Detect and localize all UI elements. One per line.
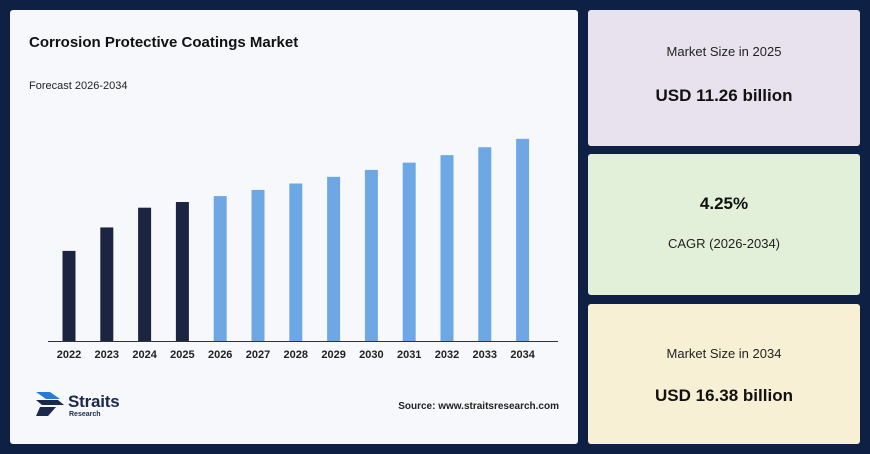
card-value: USD 16.38 billion xyxy=(655,386,793,405)
x-tick-label: 2025 xyxy=(170,349,194,361)
x-tick-label: 2026 xyxy=(208,349,232,361)
card-label: Market Size in 2034 xyxy=(666,346,782,361)
x-tick-label: 2029 xyxy=(321,349,345,361)
market-size-2025-card: Market Size in 2025 USD 11.26 billion xyxy=(588,10,860,146)
x-tick-label: 2023 xyxy=(95,349,119,361)
chart-subtitle: Forecast 2026-2034 xyxy=(29,80,128,92)
bar-2029 xyxy=(327,176,341,341)
x-tick-label: 2028 xyxy=(284,349,308,361)
bar-2034 xyxy=(516,138,530,341)
x-tick-label: 2024 xyxy=(132,349,157,361)
bar-2026 xyxy=(213,196,227,341)
x-tick-label: 2034 xyxy=(510,349,535,361)
bar-2031 xyxy=(402,162,416,341)
card-label: Market Size in 2025 xyxy=(666,44,782,59)
x-tick-label: 2030 xyxy=(359,349,383,361)
bar-2032 xyxy=(440,155,454,341)
bar-2025 xyxy=(175,202,189,341)
card-label: CAGR (2026-2034) xyxy=(668,236,780,251)
straits-logo: Straits Research xyxy=(36,390,146,430)
bar-2024 xyxy=(138,207,152,341)
chart-title: Corrosion Protective Coatings Market xyxy=(29,34,299,51)
card-value: USD 11.26 billion xyxy=(655,86,793,105)
bar-2033 xyxy=(478,147,492,341)
bar-2027 xyxy=(251,189,265,341)
chart-panel: Corrosion Protective Coatings Market For… xyxy=(10,10,578,444)
cagr-card: 4.25% CAGR (2026-2034) xyxy=(588,154,860,295)
market-size-2034-card: Market Size in 2034 USD 16.38 billion xyxy=(588,304,860,444)
logo-sub: Research xyxy=(69,411,101,418)
x-tick-label: 2031 xyxy=(397,349,421,361)
logo-name: Straits xyxy=(68,392,120,411)
x-tick-label: 2032 xyxy=(435,349,459,361)
card-value: 4.25% xyxy=(699,194,749,213)
x-tick-label: 2027 xyxy=(246,349,270,361)
x-tick-label: 2033 xyxy=(473,349,497,361)
straits-logo-icon xyxy=(36,392,64,416)
bar-2023 xyxy=(100,227,114,341)
bar-2028 xyxy=(289,183,303,341)
bar-2030 xyxy=(364,169,378,341)
bar-chart: 2022 2023 2024 2025 2026 2027 2028 2029 2030 2031… xyxy=(48,138,558,361)
bar-2022 xyxy=(62,250,76,341)
x-tick-label: 2022 xyxy=(57,349,81,361)
source-note: Source: www.straitsresearch.com xyxy=(398,401,559,412)
